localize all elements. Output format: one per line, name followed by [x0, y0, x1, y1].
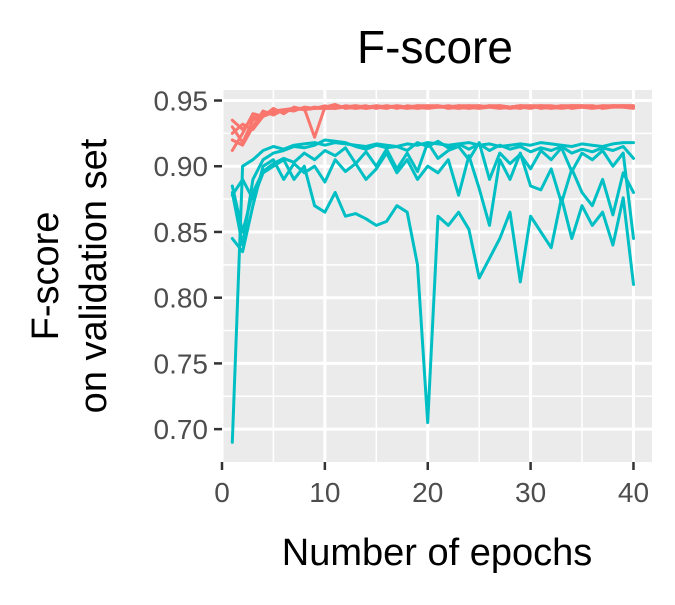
x-axis-title: Number of epochs — [282, 532, 593, 574]
axes: 0 10 20 30 40 0.70 0.75 0.80 0.85 0.90 0.95 — [154, 86, 650, 508]
y-tick-label: 0.95 — [154, 86, 209, 117]
x-tick-label: 0 — [214, 477, 230, 508]
y-tick-label: 0.70 — [154, 414, 209, 445]
series-lines — [230, 103, 635, 444]
series-line-5 — [230, 103, 635, 131]
y-axis-title-line-1: F-score — [25, 212, 67, 341]
series-line-9 — [230, 151, 635, 254]
y-axis-title: F-score on validation set — [25, 138, 115, 413]
series-line-8 — [230, 141, 635, 240]
y-tick-label: 0.80 — [154, 283, 209, 314]
x-tick-label: 20 — [412, 477, 443, 508]
grid-lines — [220, 90, 652, 462]
y-axis-title-line-2: on validation set — [73, 138, 115, 413]
y-tick-label: 0.90 — [154, 151, 209, 182]
chart-title: F-score — [357, 21, 513, 73]
plot-panel — [222, 90, 652, 462]
x-tick-label: 10 — [309, 477, 340, 508]
y-tick-label: 0.85 — [154, 217, 209, 248]
series-line-10 — [230, 158, 635, 425]
series-line-7 — [230, 138, 635, 247]
y-tick-label: 0.75 — [154, 348, 209, 379]
x-tick-label: 40 — [618, 477, 649, 508]
x-tick-label: 30 — [515, 477, 546, 508]
